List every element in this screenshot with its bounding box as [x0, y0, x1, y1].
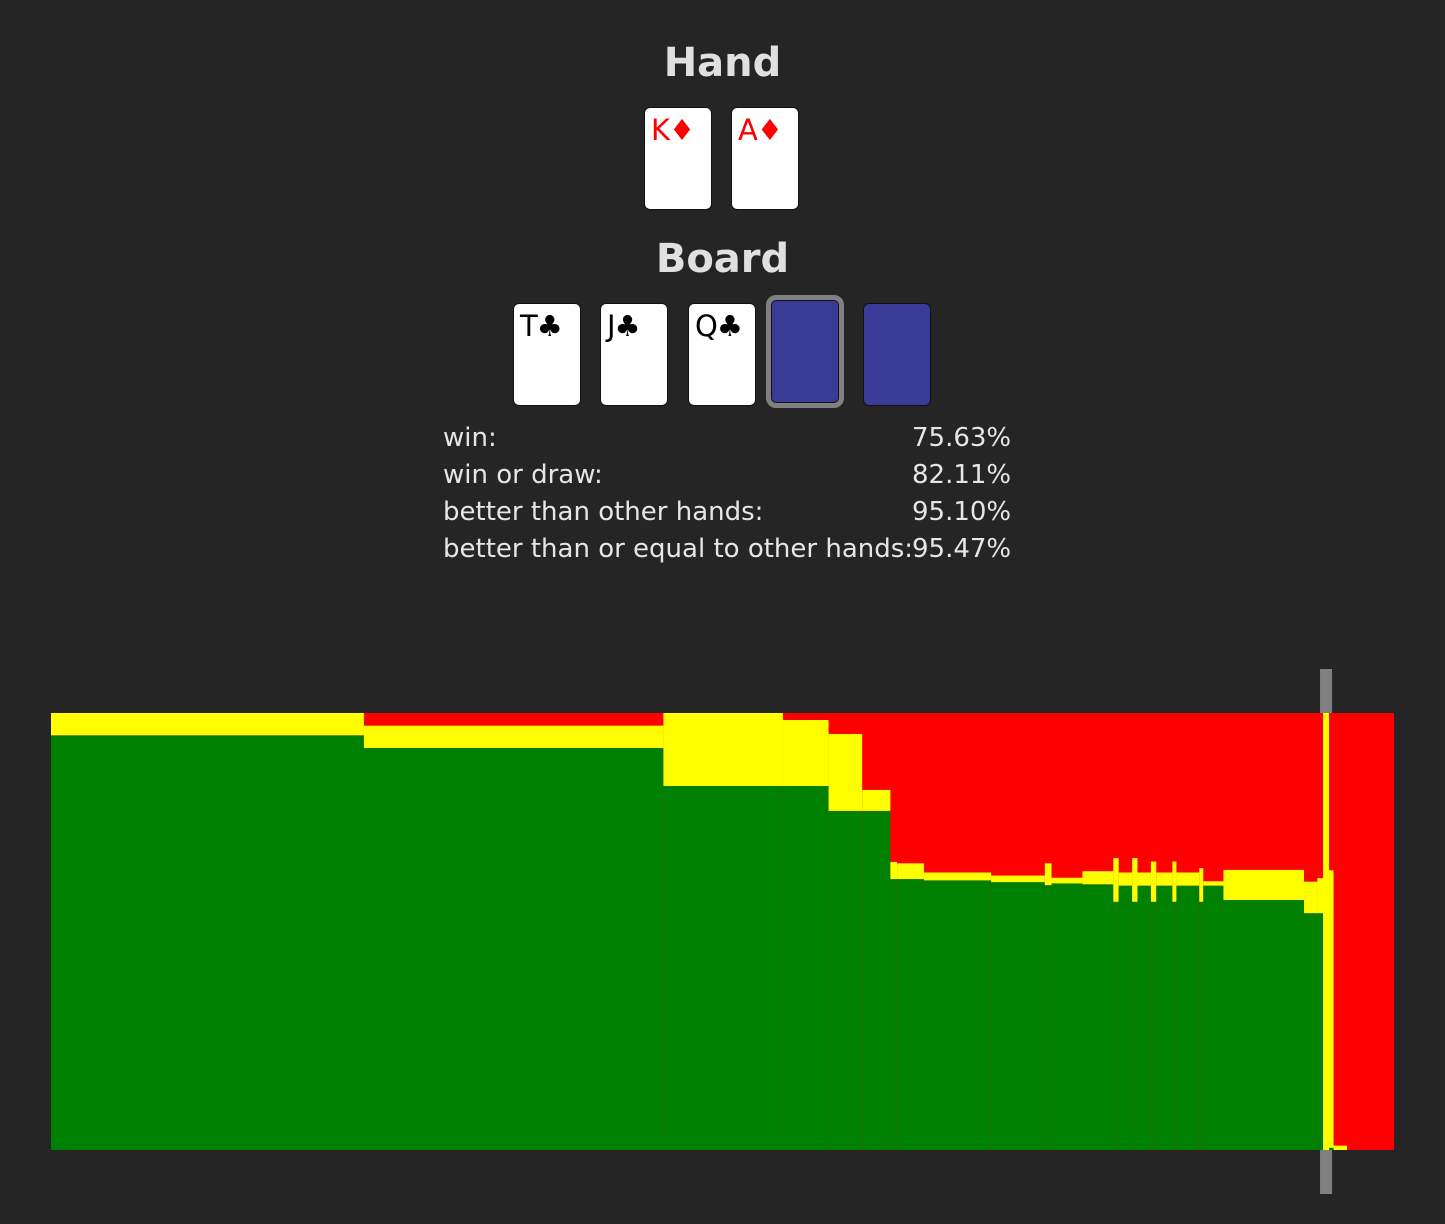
stat-label: better than or equal to other hands: — [443, 534, 914, 564]
hand-card-1-face: K♦ — [651, 113, 695, 147]
draw-bar — [363, 725, 664, 748]
win-bar — [923, 880, 992, 1150]
draw-bar — [1199, 868, 1204, 902]
draw-bar — [1044, 863, 1052, 886]
win-bar — [1199, 901, 1204, 1150]
stat-label: better than other hands: — [443, 497, 764, 527]
draw-bar — [782, 719, 829, 786]
win-bar — [1150, 901, 1157, 1150]
board-card-2-face: J♣ — [607, 309, 641, 343]
stat-row-better: better than other hands: 95.10% — [443, 494, 1011, 531]
draw-bar — [1113, 858, 1119, 902]
board-card-2[interactable]: J♣ — [600, 303, 668, 406]
board-card-3-face: Q♣ — [695, 309, 743, 343]
win-bar — [1172, 901, 1177, 1150]
stat-row-win-or-draw: win or draw: 82.11% — [443, 457, 1011, 494]
hand-card-2[interactable]: A♦ — [731, 107, 799, 210]
win-bar — [1203, 885, 1224, 1150]
win-bar — [663, 785, 783, 1150]
stat-label: win or draw: — [443, 460, 603, 490]
win-bar — [897, 879, 924, 1150]
position-marker-line — [1323, 713, 1330, 1150]
draw-bar — [1317, 878, 1326, 914]
win-bar — [1317, 913, 1326, 1150]
win-bar — [1325, 1147, 1334, 1150]
stat-value: 95.47% — [912, 534, 1012, 564]
win-bar — [1132, 901, 1138, 1150]
stat-row-better-or-equal: better than or equal to other hands: 95.… — [443, 531, 1011, 568]
win-bar — [1082, 884, 1114, 1150]
win-bar — [1223, 900, 1305, 1150]
stat-row-win: win: 75.63% — [443, 420, 1011, 457]
board-card-3[interactable]: Q♣ — [688, 303, 756, 406]
hand-card-2-face: A♦ — [738, 113, 783, 147]
draw-bar — [1082, 871, 1114, 885]
stats-table: win: 75.63% win or draw: 82.11% better t… — [443, 420, 1011, 568]
draw-bar — [1118, 872, 1133, 886]
draw-bar — [991, 875, 1045, 883]
win-bar — [1156, 885, 1173, 1150]
draw-bar — [1132, 858, 1138, 902]
win-bar — [1176, 885, 1200, 1150]
draw-bar — [1051, 877, 1083, 884]
win-bar — [1044, 885, 1052, 1150]
win-bar — [363, 747, 664, 1150]
board-slot-river[interactable] — [863, 303, 931, 406]
draw-bar — [1156, 872, 1173, 886]
draw-bar — [923, 872, 992, 881]
draw-bar — [663, 713, 783, 786]
position-marker-top — [1320, 669, 1333, 713]
board-slot-turn[interactable] — [766, 295, 844, 408]
draw-bar — [1223, 869, 1305, 901]
hand-heading: Hand — [663, 40, 782, 86]
draw-bar — [51, 713, 364, 736]
win-bar — [782, 785, 829, 1150]
win-bar — [1137, 885, 1151, 1150]
board-heading: Board — [655, 236, 790, 282]
win-bar — [51, 735, 364, 1150]
win-bar — [1118, 885, 1133, 1150]
win-bar — [1051, 883, 1083, 1150]
draw-bar — [1203, 881, 1224, 886]
board-card-1-face: T♣ — [520, 309, 563, 343]
draw-bar — [1176, 872, 1200, 886]
draw-bar — [828, 733, 863, 811]
stat-value: 75.63% — [912, 423, 1012, 453]
win-bar — [890, 879, 898, 1150]
draw-bar — [1172, 861, 1177, 902]
win-bar — [991, 882, 1045, 1150]
stat-value: 82.11% — [912, 460, 1012, 490]
stat-label: win: — [443, 423, 497, 453]
draw-bar — [1333, 1145, 1347, 1150]
draw-bar — [1325, 870, 1334, 1148]
hand-card-1[interactable]: K♦ — [644, 107, 712, 210]
win-bar — [1304, 913, 1318, 1150]
draw-bar — [862, 789, 891, 811]
stat-value: 95.10% — [912, 497, 1012, 527]
draw-bar — [1137, 872, 1151, 886]
draw-bar — [897, 863, 924, 880]
position-marker-bottom — [1320, 1150, 1333, 1194]
win-bar — [862, 810, 891, 1150]
draw-bar — [1150, 861, 1157, 902]
win-bar — [828, 810, 863, 1150]
draw-bar — [1304, 881, 1318, 914]
board-card-1[interactable]: T♣ — [513, 303, 581, 406]
win-bar — [1113, 901, 1119, 1150]
draw-bar — [890, 862, 898, 880]
